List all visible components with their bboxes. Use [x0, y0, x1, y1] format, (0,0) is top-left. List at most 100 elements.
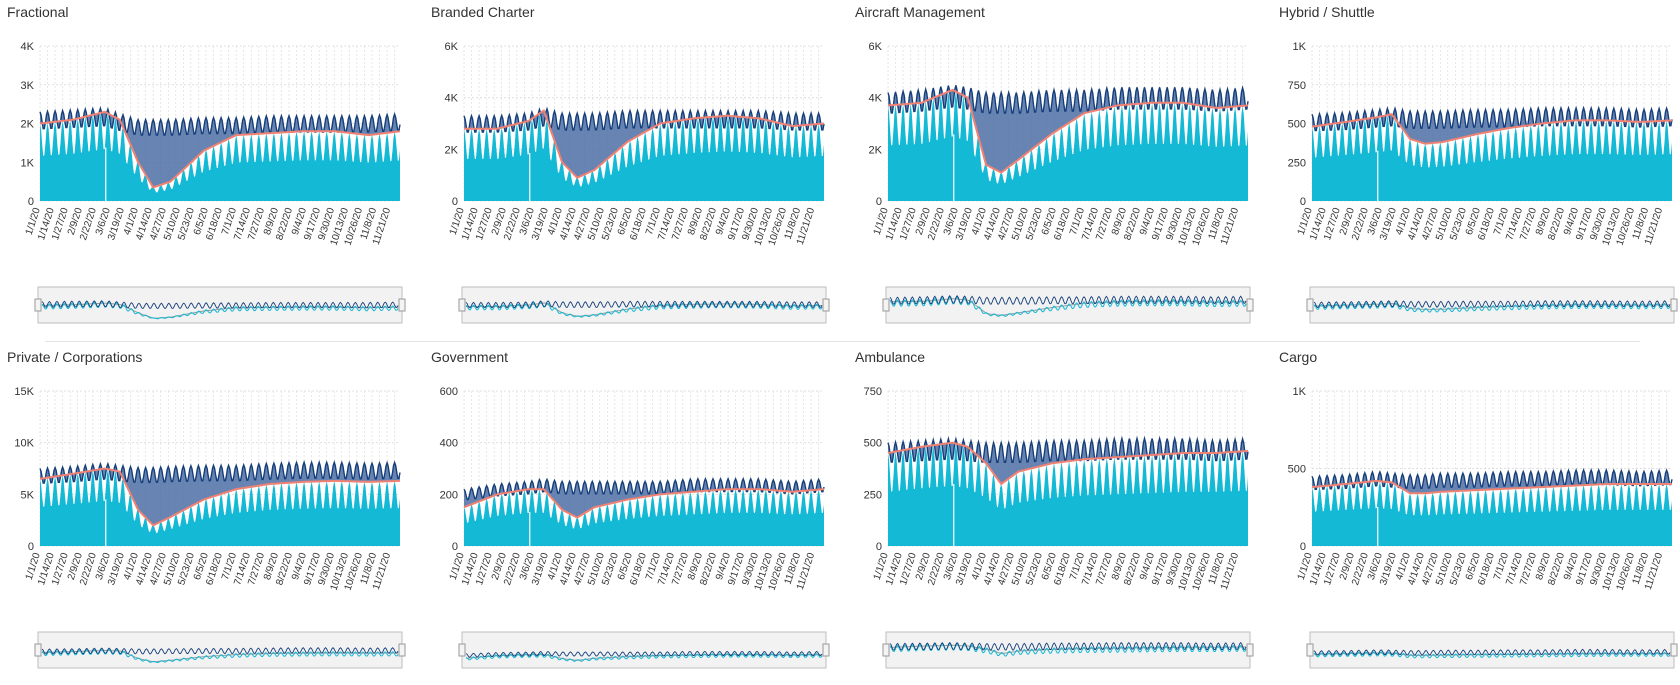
- y-tick-label: 0: [452, 196, 458, 208]
- chart-title: Government: [431, 349, 509, 365]
- navigator-handle-left[interactable]: [34, 643, 42, 657]
- navigator-area-line: [41, 301, 399, 320]
- chart-svg: 05001K1/1/201/14/201/27/202/9/202/22/203…: [1288, 386, 1678, 669]
- y-tick-label: 1K: [21, 157, 35, 169]
- series-upper-line: [887, 85, 1249, 114]
- y-tick-label: 6K: [869, 41, 883, 53]
- navigator-handle-left[interactable]: [458, 643, 466, 657]
- chart-title: Cargo: [1279, 349, 1318, 365]
- chart-svg: 02K4K6K1/1/201/14/201/27/202/9/202/22/20…: [869, 41, 1254, 324]
- navigator-handle-right[interactable]: [1670, 298, 1678, 312]
- series-upper-line: [39, 460, 401, 484]
- y-tick-label: 600: [440, 386, 458, 398]
- navigator-window[interactable]: [885, 631, 1251, 669]
- chart-title: Aircraft Management: [855, 4, 985, 20]
- chart-title: Hybrid / Shuttle: [1279, 4, 1375, 20]
- row-divider: [45, 341, 1640, 342]
- y-tick-label: 250: [864, 489, 882, 501]
- series-upper-line: [463, 476, 825, 501]
- series-upper-line: [1311, 105, 1673, 132]
- navigator[interactable]: [34, 286, 406, 324]
- chart-svg: 01K2K3K4K1/1/201/14/201/27/202/9/202/22/…: [21, 41, 406, 324]
- y-tick-label: 2K: [21, 119, 35, 131]
- chart-title: Branded Charter: [431, 4, 535, 20]
- navigator-handle-left[interactable]: [458, 298, 466, 312]
- series-upper-line: [887, 435, 1249, 464]
- y-tick-label: 0: [452, 541, 458, 553]
- chart-svg: 02505007501/1/201/14/201/27/202/9/202/22…: [864, 386, 1254, 669]
- navigator-handle-right[interactable]: [1246, 643, 1254, 657]
- series-area: [40, 469, 400, 546]
- navigator-handle-right[interactable]: [398, 298, 406, 312]
- navigator-handle-right[interactable]: [398, 643, 406, 657]
- navigator-handle-left[interactable]: [34, 298, 42, 312]
- y-tick-label: 750: [864, 386, 882, 398]
- series-area: [1312, 115, 1672, 201]
- chart-panel: Fractional 0 1K 2K 3K 4K 1/1/20 1/14/20 1/27/20 2…: [0, 0, 410, 340]
- y-tick-label: 1K: [1293, 386, 1307, 398]
- navigator[interactable]: [1306, 631, 1678, 669]
- navigator-handle-left[interactable]: [882, 298, 890, 312]
- series-trend-line: [1311, 113, 1673, 145]
- y-tick-label: 2K: [445, 144, 459, 156]
- series-band: [464, 108, 824, 178]
- series-area: [888, 443, 1248, 546]
- navigator[interactable]: [34, 631, 406, 669]
- y-tick-label: 0: [876, 196, 882, 208]
- y-tick-label: 0: [876, 541, 882, 553]
- navigator-handle-right[interactable]: [822, 643, 830, 657]
- navigator[interactable]: [882, 286, 1254, 324]
- chart-svg: 02K4K6K1/1/201/14/201/27/202/9/202/22/20…: [445, 41, 830, 324]
- series-trend-line: [463, 488, 825, 519]
- y-tick-label: 5K: [21, 489, 35, 501]
- y-tick-label: 0: [1300, 541, 1306, 553]
- series-area: [1312, 481, 1672, 546]
- series-area: [464, 113, 824, 201]
- chart-title: Fractional: [7, 4, 69, 20]
- navigator[interactable]: [882, 631, 1254, 669]
- navigator[interactable]: [1306, 286, 1678, 324]
- y-tick-label: 0: [28, 541, 34, 553]
- series-trend-line: [39, 467, 400, 527]
- series-trend-line: [887, 88, 1249, 174]
- series-band: [888, 85, 1248, 173]
- series-trend-line: [887, 441, 1249, 486]
- navigator-upper-line: [889, 295, 1247, 305]
- navigator-handle-left[interactable]: [1306, 298, 1314, 312]
- chart-panel: Aircraft Management 0 2K 4K 6K 1/1/20 1/14/20 1…: [848, 0, 1258, 340]
- navigator-handle-right[interactable]: [822, 298, 830, 312]
- y-tick-label: 0: [1300, 196, 1306, 208]
- navigator-handle-right[interactable]: [1670, 643, 1678, 657]
- navigator-handle-left[interactable]: [882, 643, 890, 657]
- navigator-upper-line: [1313, 300, 1671, 308]
- navigator-window[interactable]: [37, 286, 403, 324]
- y-tick-label: 4K: [21, 41, 35, 53]
- series-trend-line: [1311, 479, 1672, 495]
- y-tick-label: 15K: [14, 386, 34, 398]
- chart-panel: Cargo 0 500 1K 1/1/20 1/14/20 1/27/20 2/9/20 2/2…: [1272, 345, 1680, 685]
- navigator-handle-right[interactable]: [1246, 298, 1254, 312]
- y-tick-label: 500: [864, 438, 882, 450]
- chart-panel: Branded Charter 0 2K 4K 6K 1/1/20 1/14/20 1/27/…: [424, 0, 834, 340]
- navigator-area-line: [889, 296, 1247, 317]
- chart-panel: Ambulance 0 250 500 750 1/1/20 1/14/20 1/27/20 2…: [848, 345, 1258, 685]
- navigator-window[interactable]: [461, 631, 827, 669]
- y-tick-label: 4K: [869, 93, 883, 105]
- chart-svg: 02004006001/1/201/14/201/27/202/9/202/22…: [440, 386, 830, 669]
- navigator[interactable]: [458, 631, 830, 669]
- chart-panel: Government 0 200 400 600 1/1/20 1/14/20 1/27/20…: [424, 345, 834, 685]
- series-area: [464, 489, 824, 546]
- series-area: [888, 91, 1248, 201]
- navigator[interactable]: [458, 286, 830, 324]
- y-tick-label: 0: [28, 196, 34, 208]
- chart-svg: 05K10K15K1/1/201/14/201/27/202/9/202/22/…: [14, 386, 406, 669]
- y-tick-label: 4K: [445, 93, 459, 105]
- series-trend-line: [464, 109, 825, 180]
- navigator-handle-left[interactable]: [1306, 643, 1314, 657]
- chart-svg: 02505007501K1/1/201/14/201/27/202/9/202/…: [1288, 41, 1678, 324]
- chart-panel: Private / Corporations 0 5K 10K 15K 1/1/20 1/1…: [0, 345, 410, 685]
- chart-title: Ambulance: [855, 349, 926, 365]
- y-tick-label: 400: [440, 438, 458, 450]
- series-upper-line: [39, 105, 401, 136]
- series-upper-line: [1311, 467, 1673, 491]
